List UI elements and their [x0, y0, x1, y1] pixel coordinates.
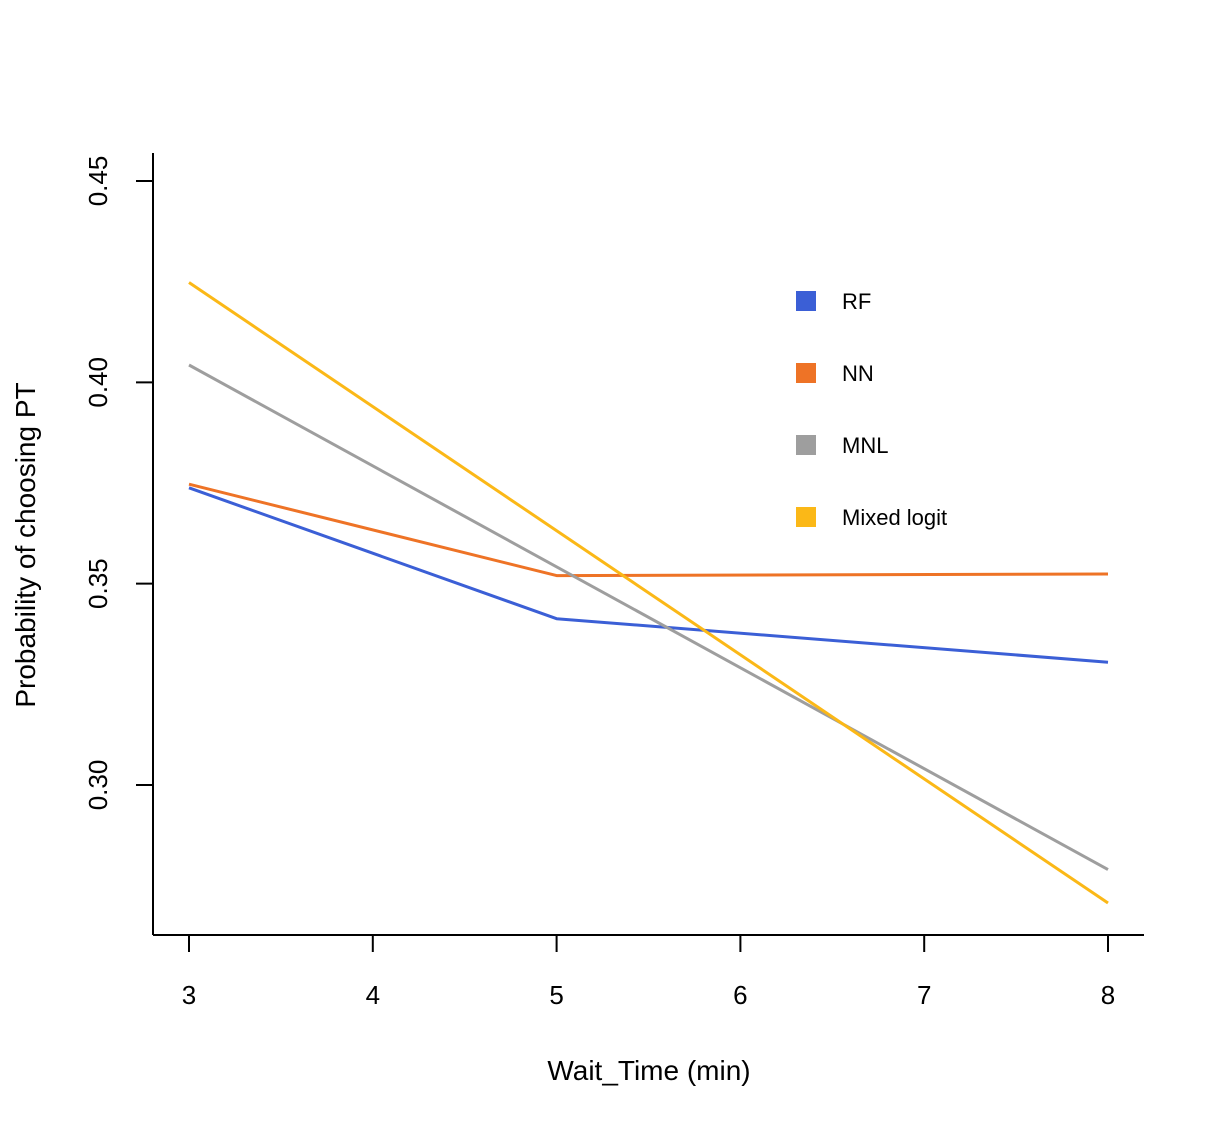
- x-ticks: 3 4 5 6 7 8: [182, 935, 1115, 1010]
- y-tick-label: 0.40: [83, 357, 113, 408]
- legend-label: MNL: [842, 433, 888, 458]
- series-line-mixed-logit: [188, 281, 1109, 905]
- y-tick-label: 0.45: [83, 156, 113, 207]
- legend-label: NN: [842, 361, 874, 386]
- x-tick-label: 6: [733, 980, 747, 1010]
- y-axis-title: Probability of choosing PT: [10, 382, 41, 707]
- x-axis-title: Wait_Time (min): [547, 1055, 750, 1086]
- legend: RF NN MNL Mixed logit: [796, 289, 947, 530]
- series-line-nn: [188, 482, 1109, 578]
- y-tick-label: 0.30: [83, 760, 113, 811]
- legend-label: Mixed logit: [842, 505, 947, 530]
- x-tick-label: 3: [182, 980, 196, 1010]
- legend-swatch: [796, 435, 816, 455]
- x-tick-label: 5: [549, 980, 563, 1010]
- x-tick-label: 4: [366, 980, 380, 1010]
- legend-label: RF: [842, 289, 871, 314]
- y-tick-label: 0.35: [83, 558, 113, 609]
- legend-swatch: [796, 507, 816, 527]
- x-tick-label: 8: [1101, 980, 1115, 1010]
- x-tick-label: 7: [917, 980, 931, 1010]
- axes: [152, 153, 1144, 936]
- series-line-mnl: [188, 363, 1109, 871]
- legend-swatch: [796, 291, 816, 311]
- series-lines: [188, 281, 1109, 905]
- y-ticks: 0.30 0.35 0.40 0.45: [83, 156, 153, 811]
- legend-swatch: [796, 363, 816, 383]
- series-line-rf: [188, 486, 1109, 664]
